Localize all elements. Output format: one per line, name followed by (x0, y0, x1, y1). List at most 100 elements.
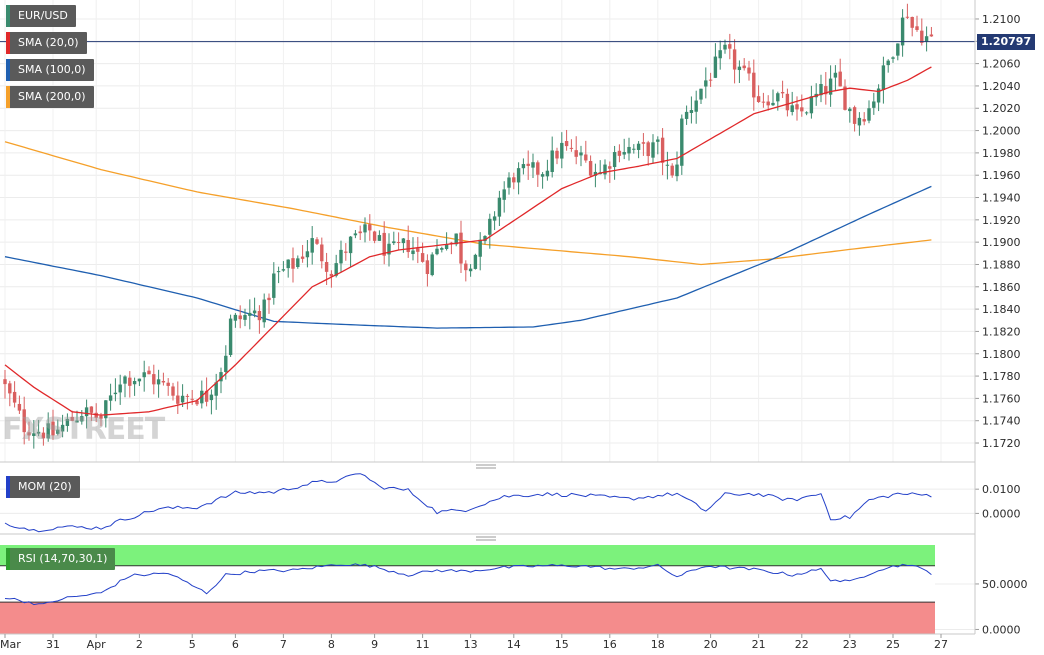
candle-body (252, 310, 257, 314)
x-tick-label: 16 (603, 638, 617, 651)
x-tick-label: 6 (232, 638, 239, 651)
candle-body (209, 394, 214, 401)
x-tick-label: 25 (886, 638, 900, 651)
candle-body (675, 164, 679, 177)
candle-body (800, 107, 804, 112)
price-tick-label: 1.1960 (982, 169, 1021, 182)
candle-body (920, 30, 924, 43)
legend-sma20-label: SMA (20,0) (18, 36, 79, 49)
candle-body (747, 67, 751, 74)
candle-body (852, 107, 857, 124)
candle-body (651, 142, 655, 158)
candle-body (617, 150, 622, 156)
candle-body (761, 101, 766, 103)
candle-body (603, 164, 607, 175)
candle-body (742, 65, 746, 69)
candle-body (694, 100, 698, 112)
candle-body (305, 251, 310, 258)
rsi-tick-label: 50.0000 (982, 578, 1028, 591)
candle-body (411, 250, 415, 255)
candle-body (771, 102, 775, 106)
candle-body (766, 101, 770, 106)
candle-body (416, 248, 420, 252)
price-tick-label: 1.1760 (982, 392, 1021, 405)
candle-body (84, 407, 89, 417)
legend-sma100-label: SMA (100,0) (18, 63, 86, 76)
x-tick-label: 23 (843, 638, 857, 651)
x-tick-label: 7 (280, 638, 287, 651)
price-panel-background (0, 0, 975, 462)
candle-body (60, 424, 65, 432)
candle-body (310, 238, 314, 253)
candle-body (166, 382, 170, 386)
x-tick-label: 5 (189, 638, 196, 651)
candle-body (171, 386, 175, 396)
candle-body (497, 197, 502, 217)
candle-body (3, 379, 7, 385)
price-tick-label: 1.1920 (982, 214, 1021, 227)
candle-body (896, 43, 900, 56)
legend-mom-swatch (6, 476, 10, 498)
rsi-line (4, 563, 932, 606)
candle-body (180, 395, 185, 403)
candle-body (732, 49, 737, 70)
resize-handle-2[interactable] (476, 536, 496, 541)
candle-body (492, 216, 497, 221)
price-panel: 1.21001.20801.20601.20401.20201.20001.19… (0, 0, 1021, 462)
candle-body (459, 232, 463, 264)
candle-body (689, 110, 694, 113)
candle-body (612, 152, 617, 168)
candle-body (886, 60, 890, 66)
candle-body (756, 96, 761, 103)
candle-body (392, 241, 396, 244)
candle-body (233, 314, 238, 321)
candle-body (862, 119, 866, 122)
sma100-line (4, 185, 932, 329)
current-price-label: 1.20797 (977, 33, 1036, 50)
candle-body (387, 243, 391, 255)
legend-rsi-swatch (6, 548, 10, 570)
candle-body (353, 233, 358, 236)
candle-body (857, 117, 862, 126)
candle-body (99, 415, 103, 419)
candle-body (824, 86, 828, 95)
momentum-tick-label: 0.0100 (982, 483, 1021, 496)
candle-body (723, 44, 727, 50)
candle-body (267, 297, 271, 301)
candle-body (531, 162, 535, 168)
candle-body (262, 299, 266, 323)
candle-body (752, 72, 756, 98)
rsi-panel: 50.0000 0.0000 (0, 543, 1028, 636)
legend-sma100[interactable]: SMA (100,0) (6, 59, 94, 81)
sma20-line (4, 66, 932, 416)
candle-body (656, 139, 660, 142)
candle-body (27, 432, 31, 436)
x-tick-label: 20 (704, 638, 718, 651)
legend-sma20[interactable]: SMA (20,0) (6, 32, 87, 54)
candle-body (377, 235, 382, 241)
candle-body (622, 152, 626, 155)
resize-handle-1[interactable] (476, 464, 496, 469)
candle-body (113, 392, 118, 395)
candle-body (329, 273, 334, 277)
candle-body (507, 177, 511, 188)
candle-body (641, 142, 646, 144)
x-tick-label: 15 (555, 638, 569, 651)
price-tick-label: 1.1940 (982, 192, 1021, 205)
candle-body (315, 239, 319, 244)
candle-body (488, 218, 492, 235)
legend-symbol[interactable]: EUR/USD (6, 5, 76, 27)
momentum-line-group (4, 473, 932, 533)
candle-body (728, 44, 732, 49)
price-tick-label: 1.2000 (982, 125, 1021, 138)
candle-body (272, 273, 276, 298)
legend-sma200[interactable]: SMA (200,0) (6, 86, 94, 108)
x-tick-label: 11 (416, 638, 430, 651)
candle-body (430, 254, 434, 276)
candle-body (286, 259, 290, 269)
legend-rsi[interactable]: RSI (14,70,30,1) (6, 548, 116, 570)
candle-body (478, 239, 482, 257)
x-tick-label: 13 (464, 638, 478, 651)
x-tick-label: 2 (136, 638, 143, 651)
legend-mom[interactable]: MOM (20) (6, 476, 80, 498)
